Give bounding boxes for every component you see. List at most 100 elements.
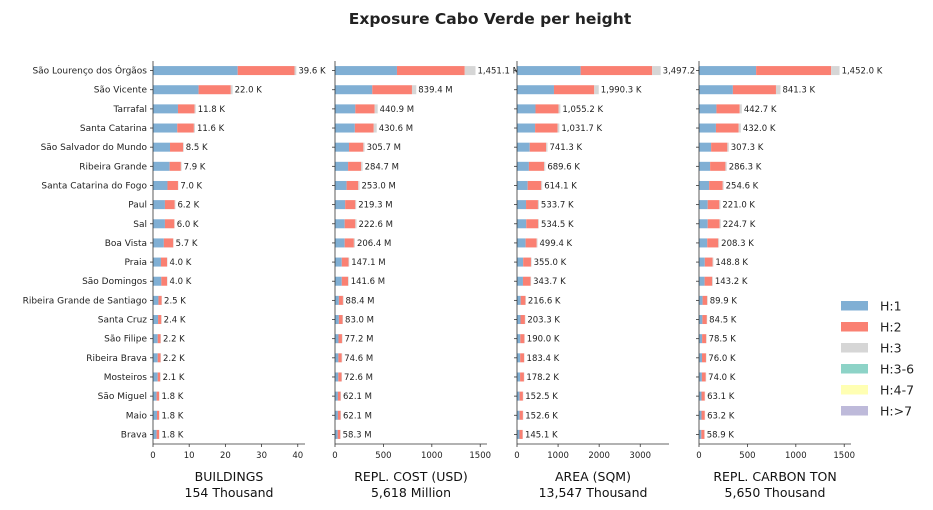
bar-segment	[335, 161, 349, 171]
bar-segment	[727, 142, 729, 152]
bar-segment	[344, 238, 354, 248]
panel-1: 39.6 K 22.0 K 11.8 K 11.6 K 8.5 K 7.9 K 7.0 K 6…	[150, 61, 326, 500]
bar-segment	[153, 219, 165, 229]
bar-segment	[699, 315, 703, 325]
legend: H:1 H:2 H:3 H:3-6 H:4-7 H:>7	[841, 299, 914, 419]
data-label: 148.8 K	[715, 258, 748, 268]
bar-segment	[520, 334, 525, 344]
bar-segment	[527, 180, 542, 190]
bar-segment	[546, 142, 548, 152]
bar-segment	[529, 142, 547, 152]
x-tick-label: 2000	[588, 451, 610, 461]
bar-segment	[363, 142, 365, 152]
bar-segment	[701, 372, 706, 382]
bar-segment	[523, 257, 531, 267]
data-label: 216.6 K	[528, 296, 561, 306]
bar-segment	[338, 295, 343, 305]
bar-segment	[337, 410, 341, 420]
bar-segment	[163, 238, 174, 248]
data-label: 6.0 K	[177, 220, 199, 230]
bar-segment	[157, 353, 161, 363]
data-label: 63.2 K	[707, 411, 735, 421]
data-label: 183.4 K	[527, 354, 560, 364]
bar-segment	[335, 200, 346, 210]
bar-segment	[530, 257, 532, 267]
bar-segment	[558, 104, 561, 114]
bar-segment	[517, 238, 526, 248]
bar-segment	[520, 315, 525, 325]
bar-segment	[335, 238, 345, 248]
bar-segment	[156, 429, 160, 439]
data-label: 307.3 K	[731, 143, 764, 153]
bar-segment	[335, 429, 338, 439]
legend-swatch	[841, 406, 868, 416]
panel-2: 1,451.1 M 839.4 M 440.9 M 430.6 M 305.7 M 284…	[332, 61, 520, 500]
bar-segment	[353, 238, 355, 248]
data-label: 286.3 K	[729, 162, 762, 172]
x-tick-label: 30	[256, 451, 267, 461]
bar-segment	[335, 372, 339, 382]
bar-segment	[701, 410, 705, 420]
legend-label: H:2	[880, 320, 902, 335]
bar-segment	[699, 410, 702, 420]
bar-segment	[341, 334, 343, 344]
bar-segment	[519, 429, 523, 439]
bar-segment	[519, 410, 523, 420]
bar-segment	[337, 391, 341, 401]
bar-segment	[580, 66, 653, 76]
bar-segment	[335, 353, 339, 363]
bar-segment	[345, 200, 356, 210]
bar-segment	[517, 391, 520, 401]
data-label: 84.5 K	[709, 316, 737, 326]
data-label: 7.0 K	[180, 181, 202, 191]
category-label: Santa Cruz	[98, 316, 148, 326]
data-label: 219.3 M	[358, 201, 392, 211]
bar-segment	[170, 142, 184, 152]
x-tick-label: 3000	[629, 451, 651, 461]
category-label: São Vicente	[94, 86, 148, 96]
data-label: 62.1 M	[343, 411, 372, 421]
data-label: 4.0 K	[169, 258, 191, 268]
bar-segment	[699, 295, 703, 305]
data-label: 499.4 K	[540, 239, 573, 249]
legend-swatch	[841, 343, 868, 353]
bar-segment	[348, 161, 362, 171]
bar-segment	[699, 391, 702, 401]
bar-segment	[517, 410, 520, 420]
bar-segment	[338, 372, 342, 382]
bar-segment	[153, 257, 161, 267]
bar-segment	[536, 238, 538, 248]
bar-segment	[517, 142, 530, 152]
bar-segment	[355, 104, 375, 114]
category-labels: São Lourenço dos Órgãos São Vicente Tarraf…	[23, 65, 148, 441]
bar-segment	[335, 66, 397, 76]
data-label: 3,497.2 K	[663, 67, 704, 77]
x-axis-label: AREA (SQM)	[555, 469, 631, 484]
x-tick-label: 0	[696, 451, 701, 461]
bar-segment	[237, 66, 295, 76]
bar-segment	[699, 429, 702, 439]
bar-segment	[464, 66, 476, 76]
data-label: 178.2 K	[526, 373, 559, 383]
chart-title: Exposure Cabo Verde per height	[349, 10, 632, 28]
bar-segment	[537, 200, 539, 210]
x-tick-label: 1000	[421, 451, 443, 461]
data-label: 22.0 K	[235, 86, 263, 96]
bar-segment	[557, 123, 560, 133]
category-label: São Lourenço dos Órgãos	[32, 65, 147, 77]
data-label: 305.7 M	[367, 143, 401, 153]
bar-segment	[699, 276, 705, 286]
bar-segment	[699, 85, 733, 95]
bar-segment	[544, 161, 546, 171]
data-label: 2.5 K	[164, 296, 186, 306]
bar-segment	[183, 142, 184, 152]
legend-swatch	[841, 301, 868, 311]
data-label: 254.6 K	[726, 181, 759, 191]
bar-segment	[699, 200, 708, 210]
data-label: 2.2 K	[163, 354, 185, 364]
bar-segment	[372, 85, 412, 95]
data-label: 1,055.2 K	[562, 105, 603, 115]
bar-segment	[153, 123, 178, 133]
category-label: Sal	[133, 220, 147, 230]
bar-segment	[335, 391, 338, 401]
